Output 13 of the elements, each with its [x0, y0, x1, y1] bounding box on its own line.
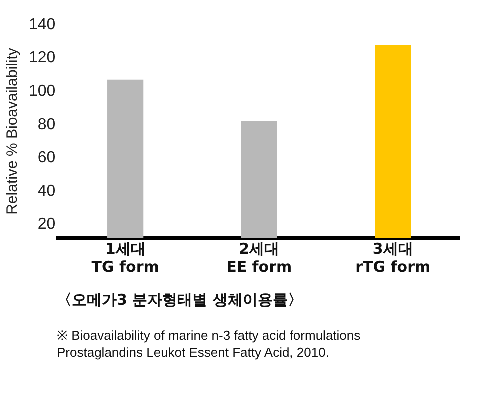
y-tick-label: 40 [38, 182, 56, 200]
y-tick-label: 80 [38, 116, 56, 134]
text: 〈오메가3 분자형태별 생체이용률〉 [57, 291, 303, 310]
x-tick-label: 1세대 TG form [92, 240, 160, 276]
y-axis-title: Relative % Bioavailability [4, 48, 22, 215]
x-tick-label: 2세대 EE form [226, 240, 292, 276]
y-tick-label: 60 [38, 150, 56, 167]
y-tick-label: 140 [28, 16, 56, 34]
x-tick-label: 3세대 rTG form [356, 240, 431, 276]
y-tick-label: 120 [28, 50, 56, 67]
y-tick-label: 20 [38, 216, 56, 234]
text: ※ Bioavailability of marine n-3 fatty acid formulations Prostaglandins Leukot Essent Fatty Acid, 2010. [57, 327, 361, 361]
y-tick-label: 100 [28, 82, 56, 100]
